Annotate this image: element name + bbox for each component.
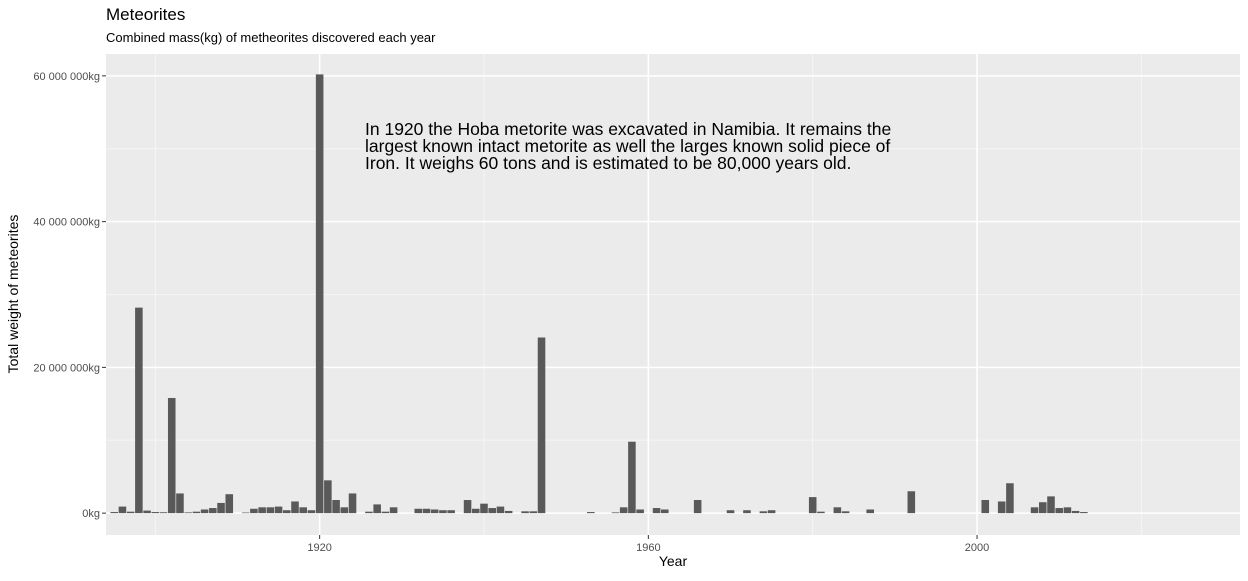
- bar-1933: [422, 508, 431, 514]
- chart-subtitle: Combined mass(kg) of metheorites discove…: [106, 30, 436, 45]
- bar-1919: [307, 510, 316, 514]
- bar-1898: [135, 307, 143, 514]
- bar-1896: [118, 506, 127, 514]
- bar-1928: [381, 511, 390, 514]
- annotation-line-2: largest known intact metorite as well th…: [365, 136, 890, 156]
- bar-1909: [225, 494, 234, 514]
- bar-1922: [332, 500, 340, 514]
- bar-1984: [841, 511, 850, 514]
- bar-1974: [759, 511, 768, 514]
- bar-2001: [981, 500, 990, 514]
- bar-1899: [143, 510, 151, 514]
- bar-1904: [184, 512, 192, 514]
- bar-2012: [1071, 510, 1080, 514]
- bar-2013: [1080, 512, 1088, 514]
- bar-1961: [652, 508, 661, 514]
- x-tick-label: 1960: [636, 542, 660, 554]
- bar-1921: [324, 480, 332, 514]
- bar-1966: [693, 500, 702, 514]
- x-axis-label: Year: [659, 553, 688, 569]
- bar-1938: [463, 500, 472, 514]
- bar-1918: [299, 507, 307, 514]
- y-axis-label: Total weight of meteorites: [5, 215, 21, 374]
- bar-2007: [1030, 507, 1039, 514]
- bar-2008: [1039, 502, 1047, 514]
- bar-1914: [266, 507, 275, 514]
- x-axis: 1920 1960 2000: [307, 535, 989, 554]
- bar-2009: [1047, 496, 1055, 514]
- bar-1943: [504, 510, 513, 514]
- bar-1923: [340, 507, 349, 514]
- bar-1934: [430, 509, 439, 514]
- bar-2011: [1063, 507, 1072, 514]
- bar-1927: [373, 504, 381, 514]
- bar-1903: [176, 493, 184, 514]
- bar-1940: [480, 503, 488, 514]
- bar-1920: [315, 74, 324, 514]
- bar-2003: [997, 501, 1006, 514]
- bar-1900: [151, 512, 160, 514]
- bar-1917: [291, 501, 299, 514]
- bar-1911: [241, 512, 250, 514]
- x-tick-label: 1920: [307, 542, 331, 554]
- bar-1956: [611, 512, 620, 514]
- x-tick-label: 2000: [965, 542, 989, 554]
- bar-1983: [833, 507, 842, 514]
- bar-1981: [817, 511, 825, 514]
- y-tick-label: 40 000 000kg: [33, 217, 100, 229]
- bar-1959: [636, 509, 644, 514]
- bar-1924: [348, 493, 357, 514]
- bar-1958: [628, 441, 636, 514]
- bar-1895: [110, 512, 118, 514]
- bar-1987: [866, 509, 874, 514]
- bar-1902: [167, 397, 176, 514]
- y-tick-label: 60 000 000kg: [33, 71, 100, 83]
- bar-1942: [496, 506, 505, 514]
- bar-2010: [1055, 508, 1063, 514]
- bar-1907: [209, 508, 217, 514]
- annotation-line-3: Iron. It weighs 60 tons and is estimated…: [365, 153, 851, 173]
- bar-1957: [619, 507, 628, 514]
- bar-1970: [726, 510, 735, 514]
- bar-1941: [488, 508, 496, 514]
- bar-1992: [907, 491, 916, 514]
- bar-1936: [447, 510, 455, 514]
- bar-1980: [808, 497, 817, 514]
- y-axis: 0kg 20 000 000kg 40 000 000kg 60 000 000kg: [33, 71, 106, 520]
- bar-series: [110, 74, 1088, 514]
- bar-1972: [743, 510, 751, 514]
- bar-1908: [217, 502, 225, 514]
- bar-1935: [439, 510, 447, 514]
- bar-1947: [537, 337, 546, 514]
- bar-1913: [258, 507, 266, 514]
- bar-1939: [472, 508, 480, 514]
- bar-1946: [529, 511, 538, 514]
- bar-1929: [389, 507, 398, 514]
- bar-1912: [250, 508, 258, 514]
- y-tick-label: 0kg: [82, 508, 100, 520]
- bar-1901: [159, 512, 168, 514]
- bar-1915: [274, 506, 283, 514]
- bar-1926: [365, 511, 373, 514]
- annotation-text: In 1920 the Hoba metorite was excavated …: [365, 119, 896, 173]
- bar-1916: [283, 510, 291, 514]
- bar-1945: [521, 511, 529, 514]
- bar-2004: [1006, 483, 1014, 514]
- bar-1905: [192, 511, 201, 514]
- annotation-line-1: In 1920 the Hoba metorite was excavated …: [365, 119, 891, 139]
- minor-gridlines: [106, 54, 1240, 535]
- bar-1932: [414, 508, 423, 514]
- chart-title: Meteorites: [106, 5, 185, 24]
- bar-1975: [767, 510, 776, 514]
- y-tick-label: 20 000 000kg: [33, 362, 100, 374]
- bar-1906: [200, 509, 209, 514]
- bar-1897: [126, 511, 135, 514]
- bar-1953: [587, 512, 595, 514]
- bar-1962: [661, 509, 669, 514]
